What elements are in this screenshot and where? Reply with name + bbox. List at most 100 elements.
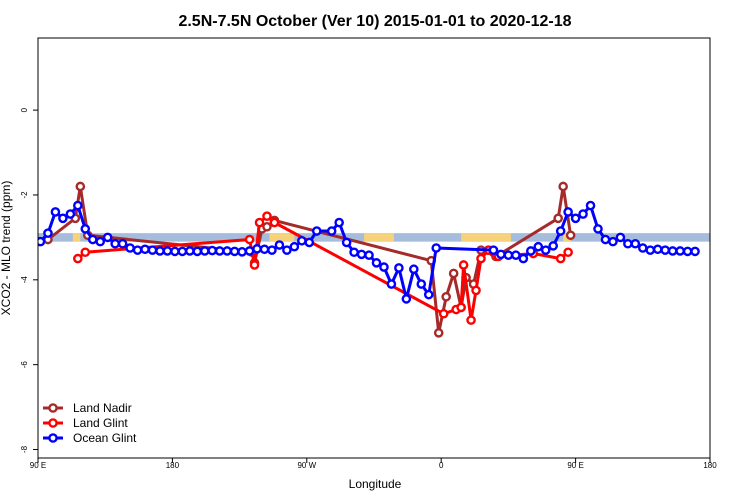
data-point <box>259 244 270 255</box>
y-tick-label: -2 <box>20 191 29 199</box>
data-point <box>43 228 53 238</box>
plot-frame <box>37 37 711 459</box>
data-point <box>448 268 459 279</box>
data-point <box>667 246 678 256</box>
data-point <box>50 207 61 217</box>
data-point <box>262 211 272 221</box>
data-point <box>578 209 588 219</box>
data-point <box>638 243 648 253</box>
data-point <box>147 245 158 255</box>
data-point <box>593 224 603 234</box>
land-band-segment <box>461 233 511 242</box>
data-point <box>38 236 46 247</box>
data-point <box>73 200 83 211</box>
data-point <box>65 209 76 219</box>
y-tick-label: -8 <box>20 445 29 453</box>
data-point <box>334 217 344 228</box>
x-tick-label: 180 <box>703 461 717 470</box>
series-line <box>47 185 573 335</box>
data-point <box>341 237 352 248</box>
data-point <box>630 238 641 249</box>
data-point <box>80 247 91 258</box>
data-point <box>254 217 265 228</box>
data-point <box>682 246 693 257</box>
chart-title: 2.5N-7.5N October (Ver 10) 2015-01-01 to… <box>178 13 571 30</box>
data-point <box>162 246 173 256</box>
data-point <box>518 253 529 264</box>
data-point <box>458 260 469 270</box>
data-point <box>431 243 442 253</box>
data-point <box>237 247 247 257</box>
x-tick-label: 0 <box>439 461 444 470</box>
data-point <box>274 240 285 250</box>
data-point <box>496 249 506 260</box>
data-point <box>177 246 188 257</box>
data-point <box>563 207 573 217</box>
data-point <box>304 237 315 248</box>
data-point <box>222 246 232 256</box>
data-point <box>185 246 195 256</box>
data-point <box>675 246 685 256</box>
data-point <box>503 250 514 261</box>
data-point <box>140 244 150 255</box>
data-point <box>394 263 404 273</box>
legend-marker <box>48 433 58 443</box>
x-axis-label: Longitude <box>349 477 402 491</box>
data-point <box>471 285 481 296</box>
legend-marker <box>48 418 58 428</box>
data-point <box>102 232 113 243</box>
data-point <box>555 226 566 236</box>
x-tick-label: 90 W <box>297 461 316 470</box>
data-point <box>364 250 374 261</box>
data-point <box>563 247 573 258</box>
data-point <box>349 247 359 258</box>
x-axis: 90 E 180 90 W 0 90 E 180 <box>30 458 717 470</box>
data-point <box>401 294 412 304</box>
data-point <box>645 245 656 255</box>
series-land-nadir <box>43 181 576 338</box>
data-point <box>252 244 262 254</box>
land-band-segment <box>269 233 295 242</box>
data-point <box>244 246 255 256</box>
data-point <box>526 246 536 256</box>
data-point <box>565 230 576 241</box>
data-point <box>476 253 486 264</box>
data-point <box>615 232 626 243</box>
data-point <box>553 213 563 224</box>
data-point <box>214 246 225 256</box>
data-point <box>600 234 611 245</box>
data-point <box>58 213 68 224</box>
data-point <box>282 245 292 255</box>
data-point <box>356 249 367 260</box>
data-point <box>75 181 86 192</box>
x-tick-label: 180 <box>166 461 180 470</box>
data-point <box>132 245 143 255</box>
y-axis-label: XCO2 - MLO trend (ppm) <box>0 181 13 316</box>
data-point <box>117 238 128 249</box>
data-point <box>73 253 83 264</box>
legend-label: Land Glint <box>73 416 128 430</box>
y-tick-label: -6 <box>20 361 29 369</box>
data-point <box>269 217 280 228</box>
data-point <box>289 241 300 252</box>
data-point <box>652 244 663 255</box>
data-point <box>555 253 566 264</box>
data-point <box>249 260 260 270</box>
data-point <box>80 224 91 234</box>
series-ocean-glint <box>38 200 700 304</box>
data-point <box>488 245 499 255</box>
data-point <box>170 246 180 257</box>
series-layer <box>38 181 700 338</box>
data-point <box>540 245 551 255</box>
data-point <box>441 291 451 302</box>
data-point <box>608 236 618 247</box>
data-point <box>262 221 272 232</box>
legend-label: Ocean Glint <box>73 431 137 445</box>
land-band-segment <box>72 233 81 242</box>
legend-label: Land Nadir <box>73 401 132 415</box>
data-point <box>660 245 671 255</box>
data-point <box>533 241 544 252</box>
data-point <box>297 235 307 246</box>
